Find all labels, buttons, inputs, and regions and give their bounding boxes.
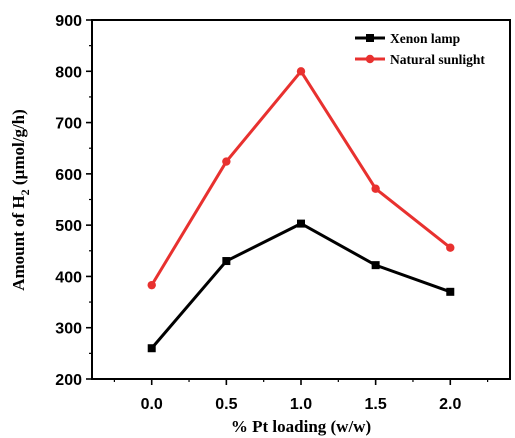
legend-marker-xenon-lamp [366,34,374,42]
y-axis-title-main: Amount of H [9,195,28,290]
legend: Xenon lamp Natural sunlight [355,31,485,67]
legend-label-xenon-lamp: Xenon lamp [390,31,460,46]
legend-marker-natural-sunlight [365,54,375,64]
y-tick-label: 600 [55,167,82,184]
data-point-xenon-lamp [446,287,455,296]
x-tick-label: 1.5 [365,396,387,413]
ticks-layer: 200 300 400 500 600 700 800 900 0.0 0.5 1.0 1.5 2.0 [55,13,489,413]
y-tick-label: 500 [55,218,82,235]
y-tick-label: 700 [55,116,82,133]
y-axis-title-subscript: 2 [18,189,32,195]
series-line-natural-sunlight [150,68,452,286]
data-point-natural-sunlight [222,157,231,166]
legend-label-natural-sunlight: Natural sunlight [390,52,485,67]
y-tick-label: 200 [55,372,82,389]
y-tick-label: 300 [55,321,82,338]
data-point-natural-sunlight [371,184,380,193]
data-point-xenon-lamp [147,344,156,353]
data-point-natural-sunlight [446,243,455,252]
x-tick-label: 0.0 [141,396,163,413]
y-tick-label: 900 [55,13,82,30]
y-axis-title-unit: (µmol/g/h) [9,109,28,189]
data-point-natural-sunlight [296,67,306,76]
data-point-natural-sunlight [147,280,156,290]
series-layer [147,67,455,353]
plot-frame [91,19,511,380]
series-line-xenon-lamp [150,221,451,350]
y-tick-label: 400 [55,269,82,286]
data-point-xenon-lamp [371,261,380,270]
data-point-xenon-lamp [222,257,231,266]
x-tick-label: 1.0 [290,396,312,413]
data-point-xenon-lamp [297,219,305,228]
x-tick-label: 2.0 [439,396,461,413]
y-axis-title: Amount of H2 (µmol/g/h) [9,109,32,291]
x-axis-title: % Pt loading (w/w) [231,417,371,436]
y-tick-label: 800 [55,64,82,81]
x-tick-label: 0.5 [215,396,237,413]
